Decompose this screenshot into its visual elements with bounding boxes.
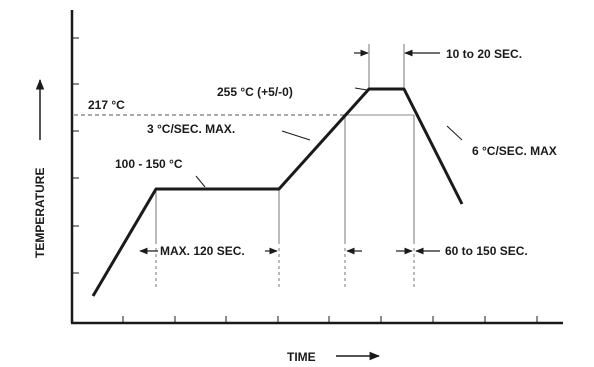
- ramp-up-leader: [281, 130, 311, 141]
- y-ticks: [72, 37, 79, 274]
- guide-lines: [155, 44, 415, 244]
- time-above-liquidus-label: 60 to 150 SEC.: [445, 244, 528, 258]
- guide-dashes: [155, 248, 415, 288]
- preheat-temp-leader: [195, 175, 206, 188]
- ramp-up-rate-label: 3 °C/SEC. MAX.: [147, 122, 235, 136]
- y-axis-label: TEMPERATURE: [33, 168, 47, 258]
- peak-temp-label: 255 °C (+5/-0): [217, 85, 293, 99]
- reflow-profile-curve: [91, 87, 464, 297]
- ramp-down-leader: [446, 125, 463, 141]
- peak-temp-leader: [354, 87, 368, 91]
- ramp-down-rate-label: 6 °C/SEC. MAX: [472, 144, 557, 158]
- x-ticks: [122, 316, 538, 323]
- preheat-time-label: MAX. 120 SEC.: [160, 244, 245, 258]
- x-axis-label: TIME: [287, 350, 316, 364]
- peak-hold-time-label: 10 to 20 SEC.: [446, 47, 522, 61]
- liquidus-temp-label: 217 °C: [88, 98, 125, 112]
- preheat-temp-label: 100 - 150 °C: [115, 157, 183, 171]
